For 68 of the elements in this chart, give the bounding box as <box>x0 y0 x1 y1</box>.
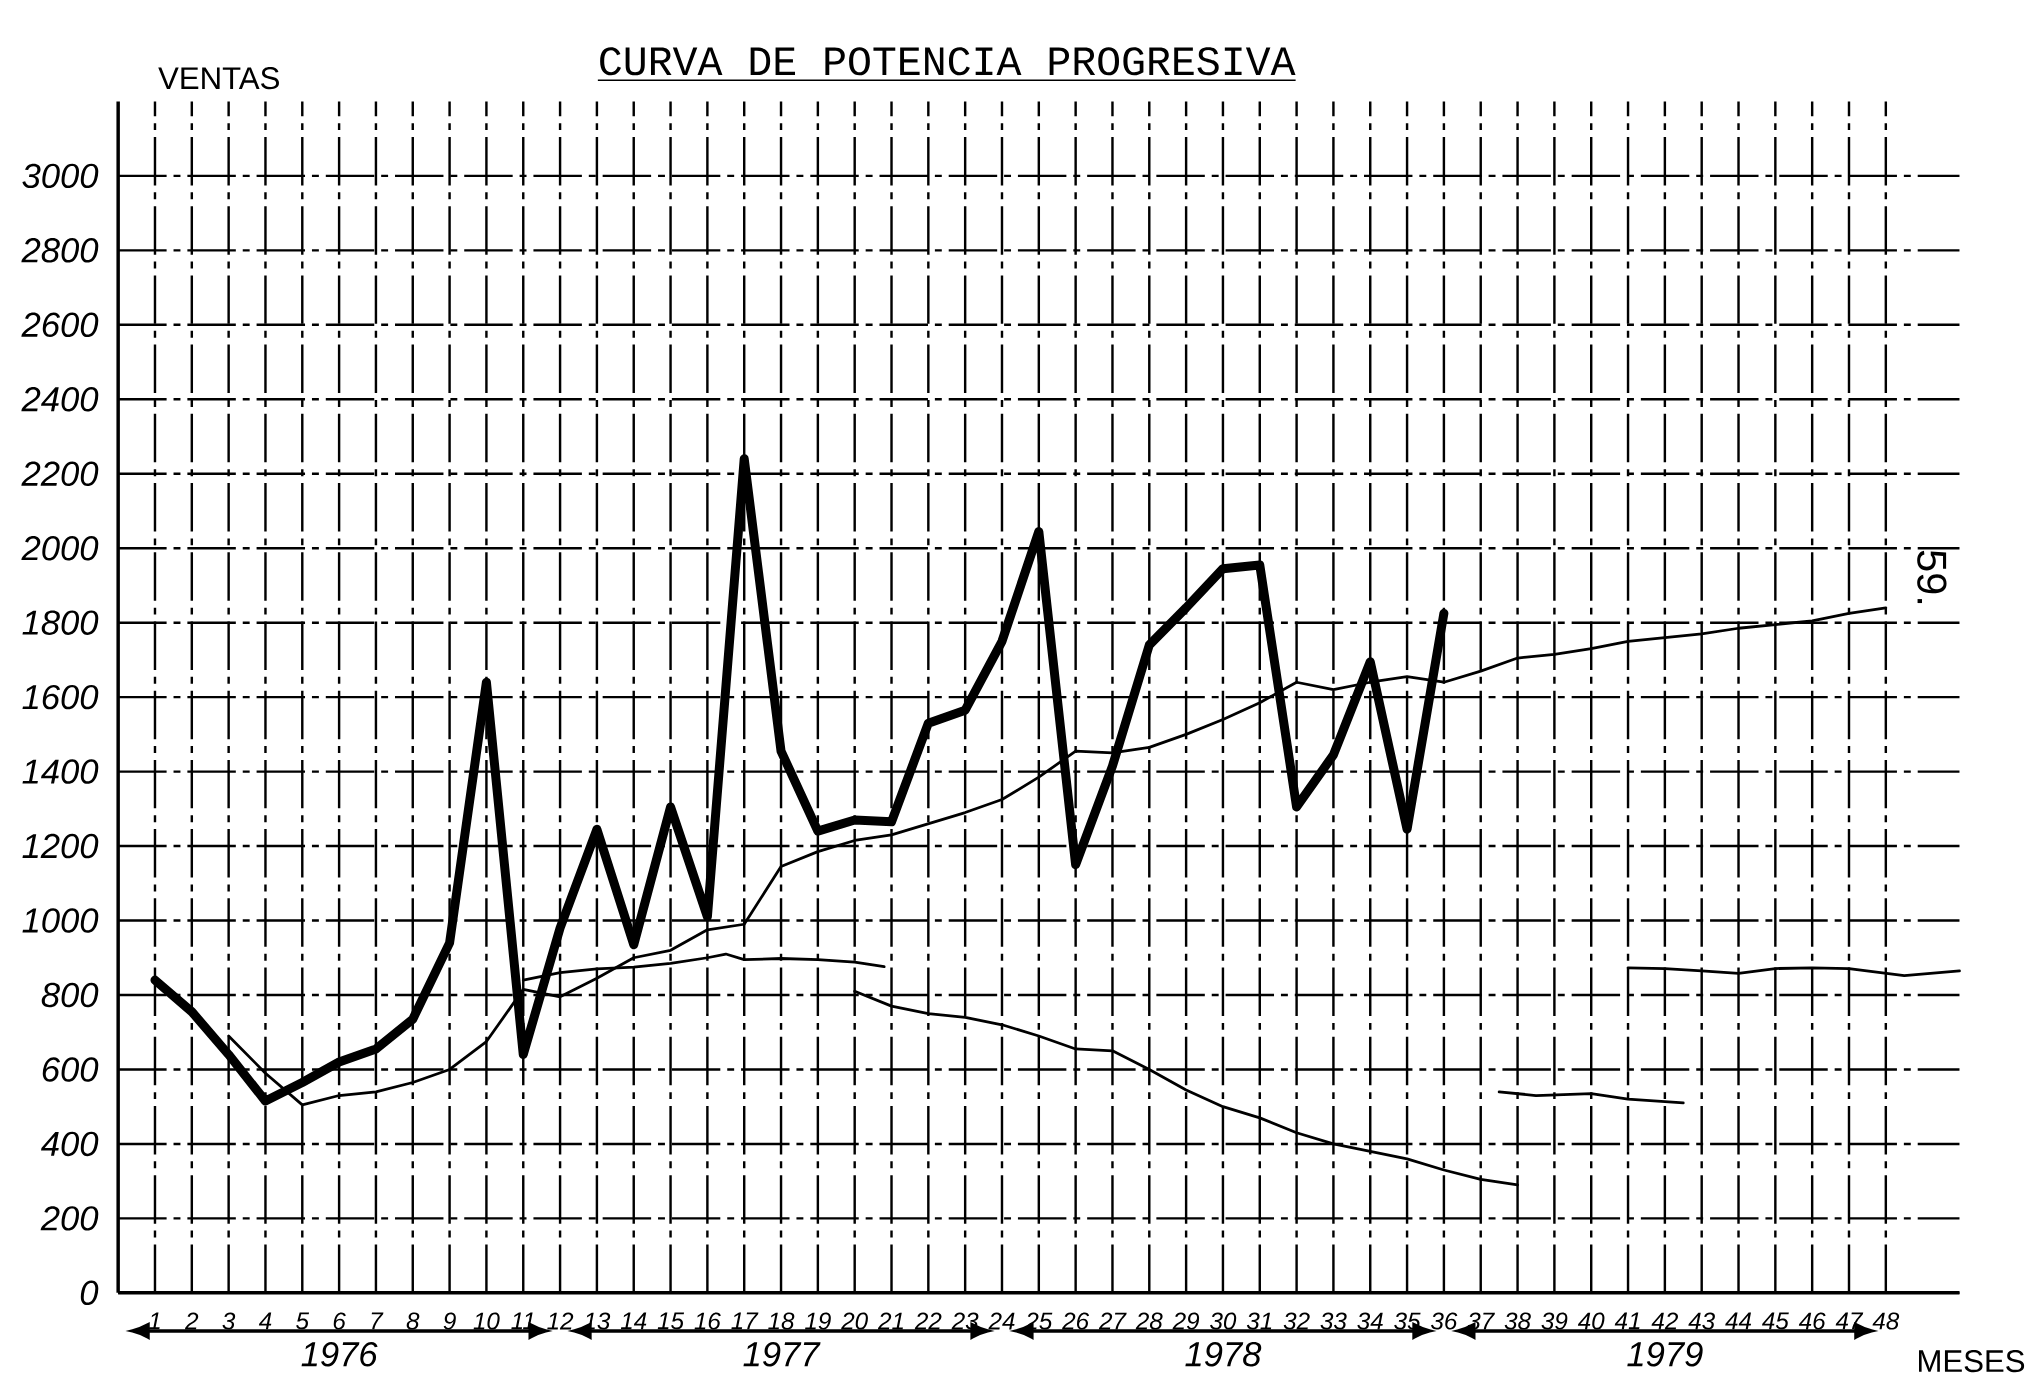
y-tick-label: 2800 <box>21 237 99 263</box>
x-tick-label: 24 <box>988 1312 1015 1330</box>
y-tick-label: 2000 <box>21 535 99 561</box>
x-tick-label: 6 <box>333 1312 346 1330</box>
y-tick-label: 600 <box>42 1057 99 1082</box>
y-tick-label: 200 <box>40 1205 99 1231</box>
x-tick-label: 21 <box>877 1312 903 1330</box>
x-tick-label: 29 <box>1172 1312 1200 1330</box>
text: 1979 <box>1627 1341 1703 1367</box>
x-axis-title: MESES <box>1919 1349 2025 1372</box>
x-tick-label: 10 <box>473 1312 500 1330</box>
x-tick-label: 9 <box>443 1312 456 1330</box>
y-tick-label: 1800 <box>22 610 99 635</box>
x-tick-label: 44 <box>1725 1312 1752 1329</box>
y-tick-label: 400 <box>41 1131 99 1156</box>
y-tick-label: 800 <box>41 982 99 1008</box>
y-tick-label: 1200 <box>22 833 99 859</box>
line-series <box>1497 1090 1685 1105</box>
x-tick-label: 47 <box>1835 1312 1864 1329</box>
x-tick-label: 43 <box>1688 1312 1715 1330</box>
y-tick-label: 1000 <box>22 908 99 933</box>
text: 1977 <box>743 1341 821 1367</box>
x-tick-label: 4 <box>258 1312 272 1329</box>
x-tick-label: 18 <box>768 1312 795 1330</box>
x-tick-label: 3 <box>222 1312 236 1330</box>
x-tick-label: 28 <box>1135 1312 1163 1330</box>
x-tick-label: 42 <box>1651 1312 1678 1330</box>
x-tick-label: 26 <box>1062 1312 1090 1330</box>
y-tick-label: 1600 <box>22 684 99 710</box>
x-tick-label: 19 <box>805 1312 831 1330</box>
text: 1978 <box>1185 1341 1262 1367</box>
y-axis-title: VENTAS <box>158 66 279 90</box>
x-tick-label: 2 <box>184 1312 199 1330</box>
x-tick-label: 33 <box>1320 1312 1347 1330</box>
x-tick-label: 31 <box>1246 1312 1272 1330</box>
x-tick-label: 27 <box>1098 1312 1127 1330</box>
x-tick-label: 45 <box>1762 1312 1789 1330</box>
x-tick-label: 34 <box>1357 1312 1383 1330</box>
x-tick-label: 7 <box>371 1312 384 1329</box>
x-tick-label: 17 <box>731 1312 759 1329</box>
x-tick-label: 32 <box>1283 1312 1310 1330</box>
line-series <box>521 952 886 982</box>
x-tick-label: 40 <box>1577 1312 1605 1330</box>
x-tick-label: 22 <box>914 1312 942 1330</box>
x-tick-label: 46 <box>1798 1312 1826 1330</box>
y-tick-label: 2600 <box>21 312 99 337</box>
x-tick-label: 12 <box>547 1312 574 1330</box>
x-tick-label: 38 <box>1504 1312 1531 1330</box>
x-tick-label: 36 <box>1430 1312 1458 1330</box>
x-tick-label: 41 <box>1614 1312 1640 1329</box>
x-tick-label: 15 <box>657 1312 685 1330</box>
y-tick-label: 3000 <box>22 163 99 188</box>
y-tick-label: 2200 <box>21 461 99 486</box>
chart-title: CURVA DE POTENCIA PROGRESIVA <box>600 46 1296 76</box>
x-tick-label: 5 <box>296 1312 310 1330</box>
x-tick-label: 8 <box>406 1312 420 1330</box>
x-tick-label: 48 <box>1872 1312 1900 1330</box>
y-tick-label: 2400 <box>21 386 99 412</box>
x-tick-label: 1 <box>148 1312 160 1329</box>
annotation: 59. <box>1917 550 1947 603</box>
x-tick-label: 14 <box>620 1312 647 1329</box>
y-tick-label: 1400 <box>22 759 99 784</box>
x-tick-label: 16 <box>694 1312 721 1330</box>
x-tick-label: 30 <box>1210 1312 1237 1330</box>
text: 1976 <box>301 1341 378 1367</box>
y-tick-label: 0 <box>80 1280 99 1305</box>
x-tick-label: 20 <box>841 1312 868 1330</box>
x-tick-label: 39 <box>1541 1312 1568 1330</box>
